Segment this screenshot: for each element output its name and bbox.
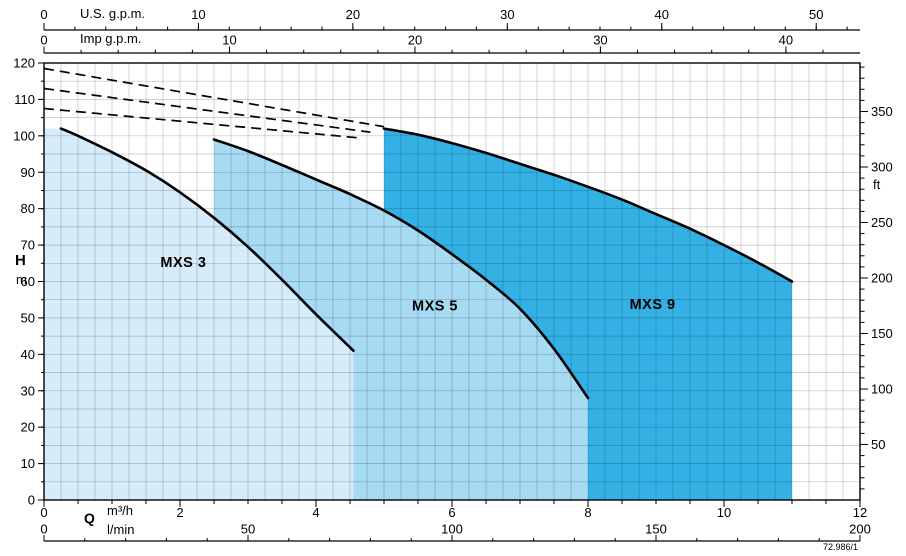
tick-label: 6	[448, 505, 455, 520]
axis-us-gpm: 0 10 20 30 40 50	[40, 7, 860, 31]
tick-label: 80	[21, 201, 35, 216]
tick-label: 200	[871, 271, 893, 286]
series-label-mxs-5: MXS 5	[412, 299, 458, 315]
tick-label: 250	[871, 215, 893, 230]
tick-label: 20	[346, 7, 360, 22]
tick-label: 100	[871, 382, 893, 397]
area-mxs-3	[44, 128, 354, 500]
tick-label: 150	[645, 522, 667, 537]
tick-label: 10	[21, 456, 35, 471]
tick-label: 0	[40, 505, 47, 520]
tick-label: 4	[312, 505, 319, 520]
tick-label: 110	[14, 92, 35, 107]
tick-label: 150	[871, 326, 893, 341]
series-label-mxs-3: MXS 3	[160, 255, 206, 271]
tick-label: 40	[21, 347, 35, 362]
tick-label: 40	[655, 7, 669, 22]
tick-label: 8	[584, 505, 591, 520]
chart-ref-number: 72.986/1	[823, 542, 859, 552]
tick-label: 0	[28, 493, 35, 508]
tick-label: 10	[222, 33, 236, 48]
axis-label-ft: ft	[873, 177, 881, 192]
series-areas	[44, 128, 792, 500]
tick-label: 50	[241, 522, 255, 537]
axis-label-head-m: m	[16, 272, 27, 287]
axis-head-m: 0 10 20 30 40 50 60 70 80 90 100 110 120	[13, 56, 44, 508]
curve-mxs-5	[212, 138, 590, 400]
curve-mxs-3	[59, 127, 355, 352]
tick-label: 30	[21, 383, 35, 398]
axis-label-q: Q	[84, 510, 95, 526]
tick-label: 10	[717, 505, 731, 520]
curve-mxs-9	[382, 127, 794, 283]
dashed-curve-mxs-9	[43, 67, 385, 128]
tick-label: 30	[593, 33, 607, 48]
dashed-curve-mxs-5	[43, 87, 371, 134]
tick-label: 0	[40, 33, 47, 48]
axis-label-lmin: l/min	[107, 522, 135, 537]
tick-label: 20	[21, 420, 35, 435]
tick-label: 200	[849, 522, 871, 537]
tick-label: 300	[871, 160, 893, 175]
axis-label-head-h: H	[15, 252, 26, 269]
series-label-mxs-9: MXS 9	[630, 297, 676, 313]
tick-label: 50	[871, 437, 885, 452]
tick-label: 40	[779, 33, 793, 48]
axis-label-m3h: m³/h	[107, 503, 133, 518]
axis-head-ft: 50 100 150 200 250 300 350	[860, 66, 893, 490]
axis-lmin: 0 50 100 150 200	[40, 522, 871, 542]
axis-imp-gpm: 0 10 20 30 40	[40, 33, 860, 54]
tick-label: 12	[853, 505, 867, 520]
axis-label-us-gpm: U.S. g.p.m.	[80, 6, 146, 21]
tick-label: 90	[21, 165, 35, 180]
tick-label: 20	[408, 33, 422, 48]
tick-label: 10	[191, 7, 205, 22]
tick-label: 0	[40, 7, 47, 22]
tick-label: 120	[13, 56, 35, 71]
tick-label: 70	[21, 238, 35, 253]
tick-label: 100	[13, 128, 35, 143]
tick-label: 350	[871, 104, 893, 119]
tick-label: 30	[500, 7, 514, 22]
tick-label: 2	[176, 505, 183, 520]
tick-label: 100	[441, 522, 463, 537]
tick-label: 0	[40, 522, 47, 537]
axis-m3h: 0 2 4 6 8 10 12	[40, 500, 867, 520]
tick-label: 50	[21, 310, 35, 325]
dashed-curve-mxs-3	[43, 107, 357, 139]
tick-label: 50	[809, 7, 823, 22]
tick-label: 60	[21, 274, 35, 289]
axis-label-imp-gpm: Imp g.p.m.	[80, 31, 142, 46]
